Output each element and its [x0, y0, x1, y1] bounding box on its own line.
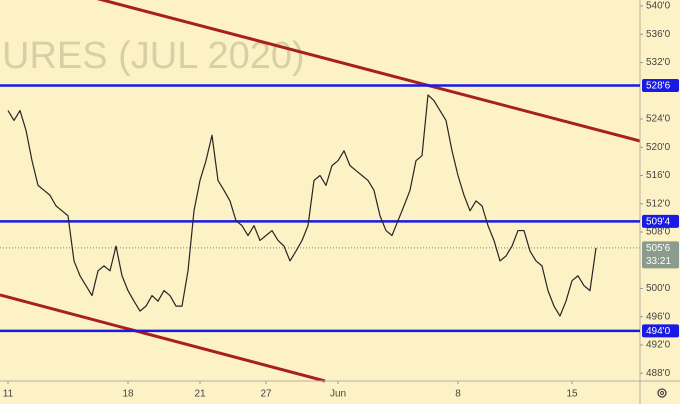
last-price-label: 505'6 — [646, 243, 671, 254]
y-tick-label: 500'0 — [646, 283, 671, 294]
y-tick-label: 520'0 — [646, 142, 671, 153]
level-label-box — [642, 78, 679, 92]
settings-icon[interactable] — [657, 388, 667, 398]
level-label: 509'4 — [646, 217, 671, 228]
countdown-label: 33:21 — [646, 256, 671, 267]
level-label: 494'0 — [646, 326, 671, 337]
watermark: URES (JUL 2020) — [2, 35, 305, 77]
trend-line — [96, 0, 641, 143]
y-tick-label: 532'0 — [646, 57, 671, 68]
level-label-box — [642, 324, 679, 338]
y-tick-label: 508'0 — [646, 227, 671, 238]
last-price-box — [642, 241, 679, 269]
y-tick-label: 492'0 — [646, 340, 671, 351]
x-tick-label: 18 — [122, 389, 134, 400]
x-tick-label: 27 — [260, 389, 272, 400]
level-label-box — [642, 214, 679, 228]
x-tick-label: 11 — [3, 389, 14, 400]
y-tick-label: 540'0 — [646, 1, 671, 12]
level-label: 528'6 — [646, 81, 671, 92]
y-tick-label: 524'0 — [646, 114, 671, 125]
price-line — [7, 94, 597, 317]
y-tick-label: 512'0 — [646, 198, 671, 209]
x-tick-label: 21 — [194, 389, 206, 400]
x-tick-label: Jun — [330, 389, 346, 400]
y-tick-label: 496'0 — [646, 311, 671, 322]
x-tick-label: 8 — [455, 389, 461, 400]
trend-line — [0, 293, 326, 383]
x-tick-label: 15 — [566, 389, 578, 400]
y-tick-label: 516'0 — [646, 170, 671, 181]
y-tick-label: 536'0 — [646, 29, 671, 40]
y-tick-label: 488'0 — [646, 368, 671, 379]
